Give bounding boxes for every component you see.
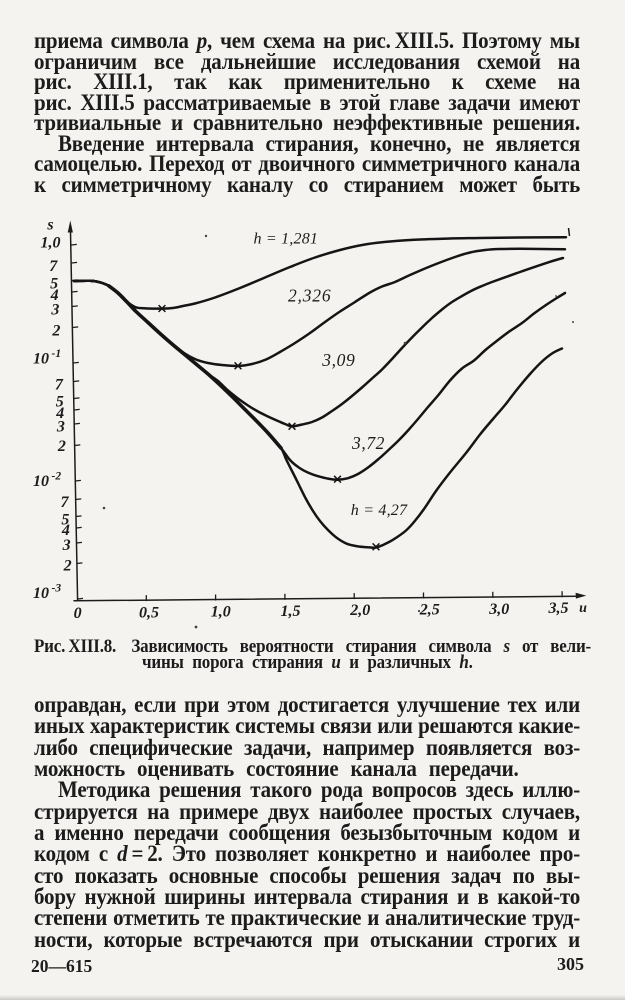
- svg-text:2: 2: [51, 323, 60, 340]
- svg-text:1,0: 1,0: [41, 235, 61, 252]
- svg-text:4: 4: [61, 522, 70, 539]
- svg-text:3,0: 3,0: [488, 601, 509, 618]
- svg-text:3: 3: [62, 537, 71, 554]
- svg-text:s: s: [46, 217, 53, 234]
- svg-text:3,09: 3,09: [321, 350, 355, 370]
- svg-text:3,72: 3,72: [351, 433, 385, 453]
- svg-text:7: 7: [61, 494, 70, 511]
- svg-text:-2: -2: [52, 471, 62, 483]
- svg-text:2,326: 2,326: [288, 285, 331, 305]
- svg-text:1,5: 1,5: [281, 603, 301, 620]
- svg-text:4: 4: [55, 405, 64, 422]
- svg-text:10: 10: [33, 585, 49, 602]
- svg-text:7: 7: [55, 377, 64, 394]
- svg-text:h = 4,27: h = 4,27: [351, 502, 408, 519]
- svg-text:5: 5: [56, 394, 64, 411]
- svg-text:2,0: 2,0: [349, 602, 370, 619]
- svg-text:0,5: 0,5: [139, 604, 159, 621]
- svg-text:10: 10: [33, 473, 49, 490]
- svg-text:2: 2: [63, 558, 72, 575]
- svg-text:5: 5: [50, 276, 58, 293]
- svg-text:2: 2: [57, 438, 66, 455]
- svg-text:-3: -3: [52, 583, 62, 595]
- svg-text:3,5: 3,5: [548, 600, 569, 617]
- svg-text:2,5: 2,5: [419, 602, 440, 619]
- svg-text:3: 3: [56, 419, 65, 436]
- svg-text:-1: -1: [52, 348, 62, 360]
- svg-text:10: 10: [33, 351, 49, 368]
- svg-text:u: u: [579, 601, 587, 616]
- svg-text:5: 5: [61, 511, 69, 528]
- svg-text:0: 0: [74, 605, 82, 622]
- svg-text:4: 4: [50, 287, 59, 304]
- svg-text:7: 7: [49, 258, 58, 275]
- svg-text:1,0: 1,0: [211, 604, 231, 621]
- svg-text:3: 3: [50, 302, 59, 319]
- svg-text:h = 1,281: h = 1,281: [254, 231, 319, 248]
